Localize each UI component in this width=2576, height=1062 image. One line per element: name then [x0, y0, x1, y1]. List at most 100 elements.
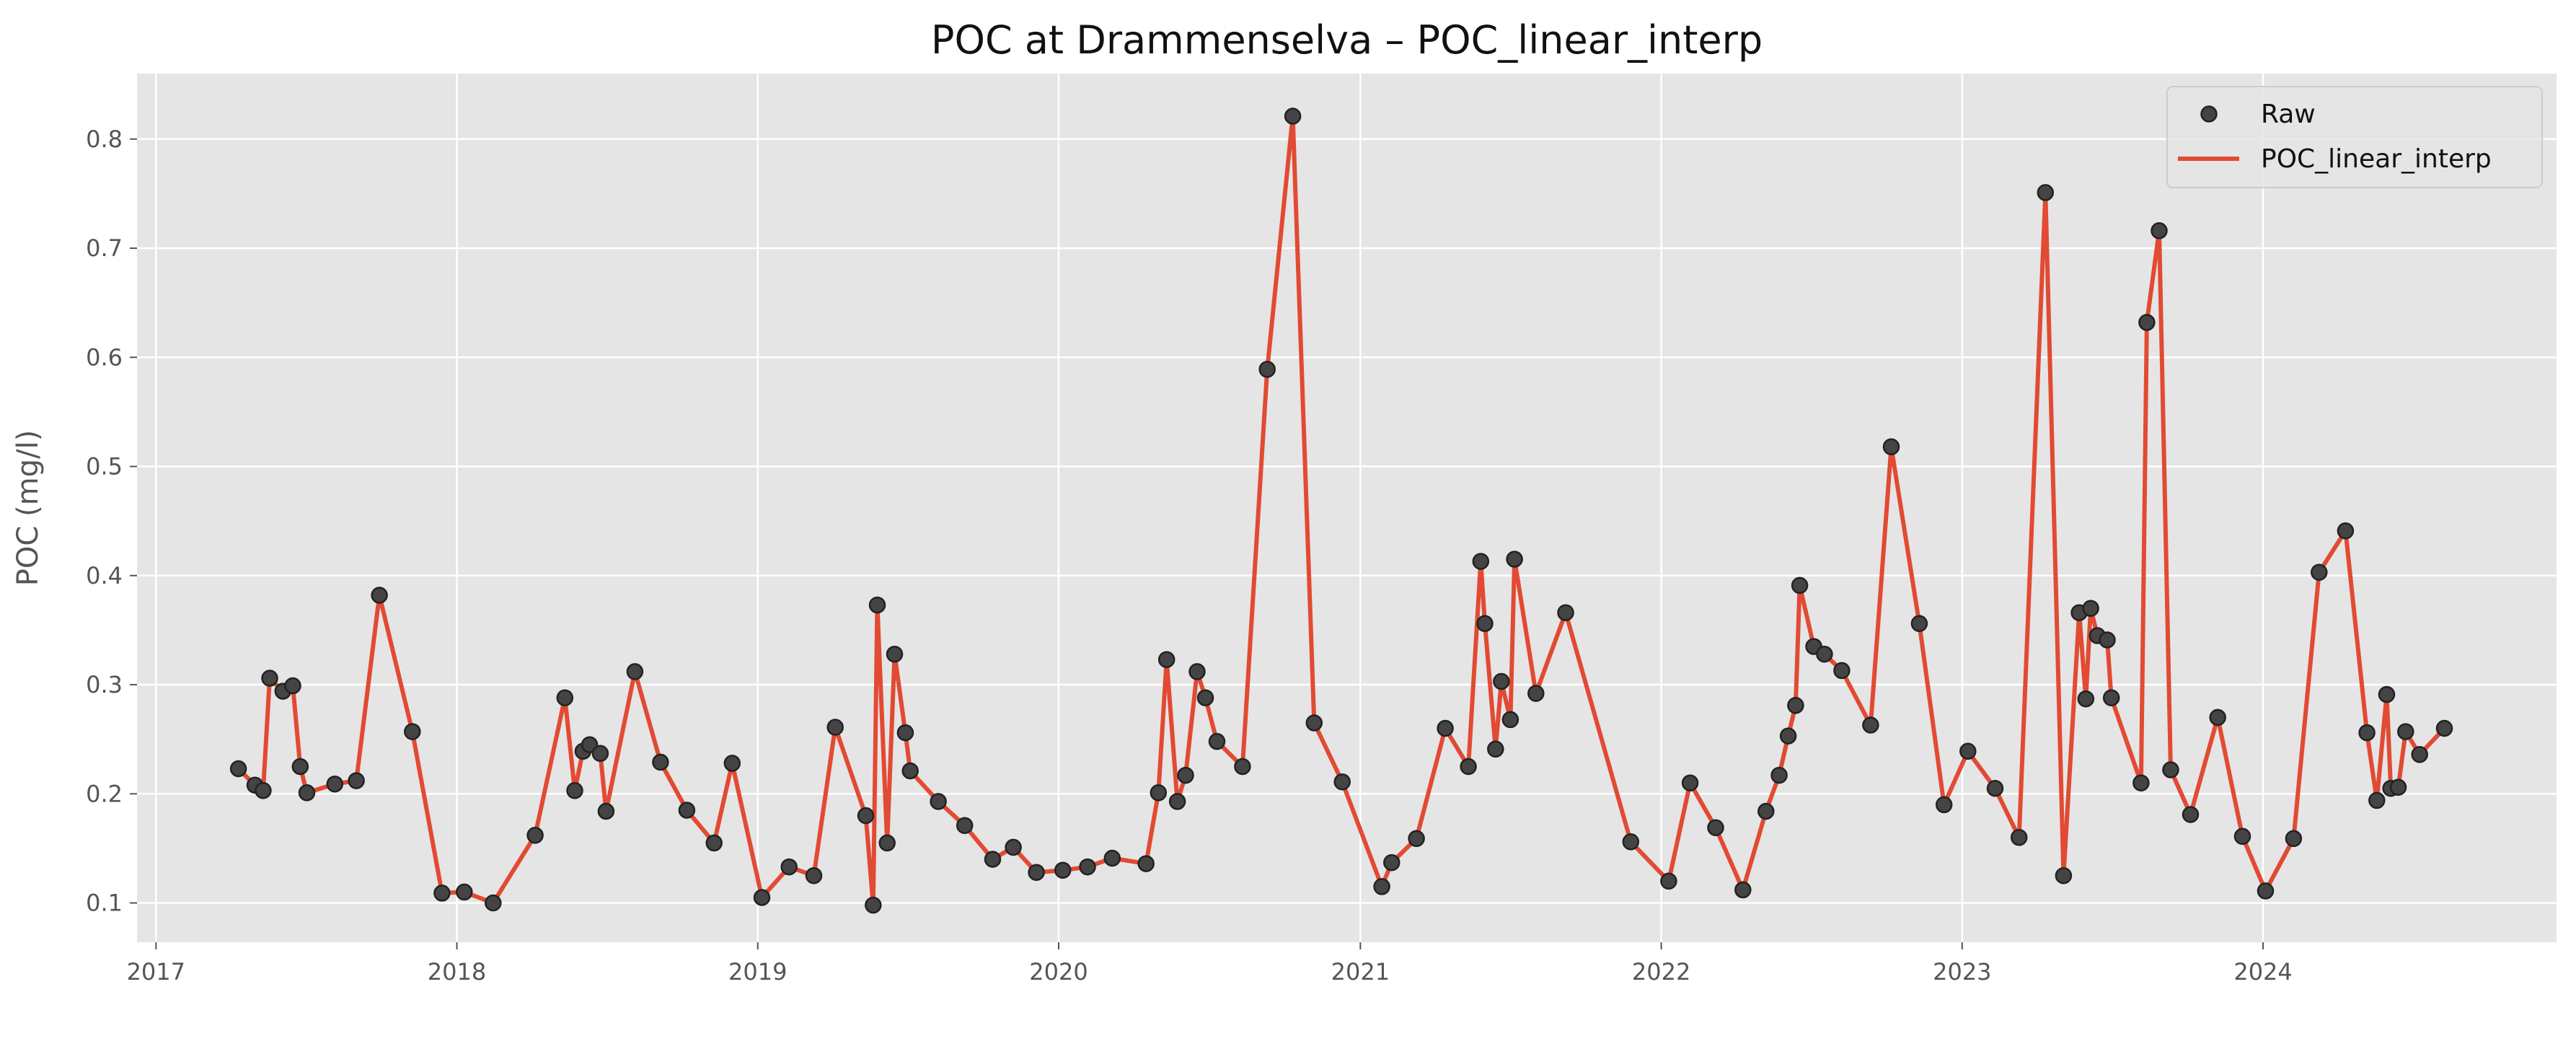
data-point	[1472, 553, 1490, 570]
data-point	[1557, 604, 1574, 621]
data-point	[597, 802, 615, 820]
data-point	[2182, 806, 2200, 823]
data-point	[1103, 849, 1121, 867]
data-point	[1882, 438, 1900, 456]
data-point	[1373, 878, 1390, 895]
data-point	[1383, 853, 1401, 872]
data-point	[1959, 742, 1977, 760]
y-tick-label: 0.2	[86, 780, 123, 807]
data-point	[566, 782, 583, 799]
data-point	[1054, 861, 1072, 879]
data-point	[581, 736, 599, 753]
data-point	[1935, 796, 1953, 814]
data-point	[2102, 689, 2120, 706]
data-point	[284, 677, 301, 695]
y-tick-label: 0.1	[86, 890, 123, 917]
data-point	[1734, 881, 1752, 899]
data-point	[1137, 855, 1155, 872]
legend: Raw POC_linear_interp	[2166, 86, 2543, 188]
data-point	[1258, 361, 1276, 378]
data-point	[723, 755, 741, 772]
data-point	[1779, 727, 1797, 745]
data-point	[2411, 746, 2428, 763]
data-point	[1527, 685, 1545, 702]
data-point	[1660, 872, 1677, 890]
data-point	[2257, 882, 2275, 900]
legend-marker-raw	[2200, 105, 2218, 123]
data-point	[826, 719, 844, 736]
data-point	[626, 663, 644, 680]
data-point	[878, 834, 896, 852]
data-point	[1986, 779, 2004, 797]
x-tick-label: 2018	[428, 958, 486, 986]
data-point	[865, 896, 882, 914]
data-point	[2435, 719, 2453, 737]
data-point	[1168, 793, 1186, 810]
series-points-raw	[229, 107, 2453, 914]
data-point	[2209, 708, 2226, 727]
data-point	[705, 834, 723, 852]
data-point	[1910, 615, 1928, 633]
legend-label-raw: Raw	[2261, 100, 2316, 129]
data-point	[2077, 690, 2095, 708]
data-point	[652, 753, 669, 771]
data-point	[2337, 522, 2355, 540]
data-point	[556, 689, 574, 706]
y-tick-label: 0.7	[86, 234, 123, 262]
data-point	[456, 883, 473, 901]
data-point	[1476, 615, 1494, 633]
data-point	[326, 775, 344, 793]
data-point	[1816, 645, 1833, 663]
legend-label-poc-linear-interp: POC_linear_interp	[2261, 144, 2492, 174]
data-point	[1177, 766, 1194, 784]
x-tick-label: 2024	[2233, 958, 2292, 986]
data-point	[298, 784, 316, 802]
chart-title: POC at Drammenselva – POC_linear_interp	[931, 17, 1763, 63]
data-point	[1196, 689, 1214, 706]
data-point	[1501, 711, 1519, 729]
data-point	[857, 807, 875, 825]
data-point	[404, 723, 421, 740]
data-point	[2233, 828, 2251, 846]
data-point	[2132, 774, 2150, 791]
x-tick-label: 2023	[1933, 958, 1991, 986]
data-point	[896, 724, 914, 742]
data-point	[1333, 773, 1351, 791]
data-point	[371, 587, 388, 604]
data-point	[1506, 550, 1523, 568]
data-point	[2138, 314, 2156, 331]
data-point	[1305, 714, 1323, 732]
y-axis: 0.1 0.2 0.3 0.4 0.5 0.6 0.7 0.8	[86, 126, 137, 917]
data-point	[1757, 802, 1775, 820]
data-point	[1791, 576, 1809, 594]
data-point	[678, 802, 696, 819]
data-point	[2397, 723, 2414, 740]
data-point	[2285, 830, 2303, 848]
x-tick-label: 2019	[728, 958, 787, 986]
data-point	[1079, 858, 1096, 876]
data-point	[1234, 758, 1251, 776]
data-point	[1028, 864, 1045, 881]
data-point	[1622, 833, 1640, 851]
data-point	[930, 793, 947, 810]
x-tick-label: 2021	[1331, 958, 1390, 986]
data-point	[1487, 740, 1504, 758]
data-point	[984, 851, 1002, 868]
data-point	[2389, 778, 2407, 796]
data-point	[780, 858, 798, 876]
data-point	[2151, 222, 2168, 240]
data-point	[2082, 600, 2099, 617]
x-tick-label: 2022	[1632, 958, 1690, 986]
data-point	[1284, 107, 1302, 125]
data-point	[255, 782, 272, 799]
data-point	[2368, 791, 2386, 809]
data-point	[753, 889, 771, 906]
data-point	[261, 670, 278, 687]
data-point	[956, 817, 974, 834]
data-point	[1707, 819, 1724, 836]
data-point	[1157, 651, 1175, 668]
data-point	[1208, 732, 1226, 750]
data-point	[433, 885, 451, 902]
data-point	[348, 772, 365, 789]
